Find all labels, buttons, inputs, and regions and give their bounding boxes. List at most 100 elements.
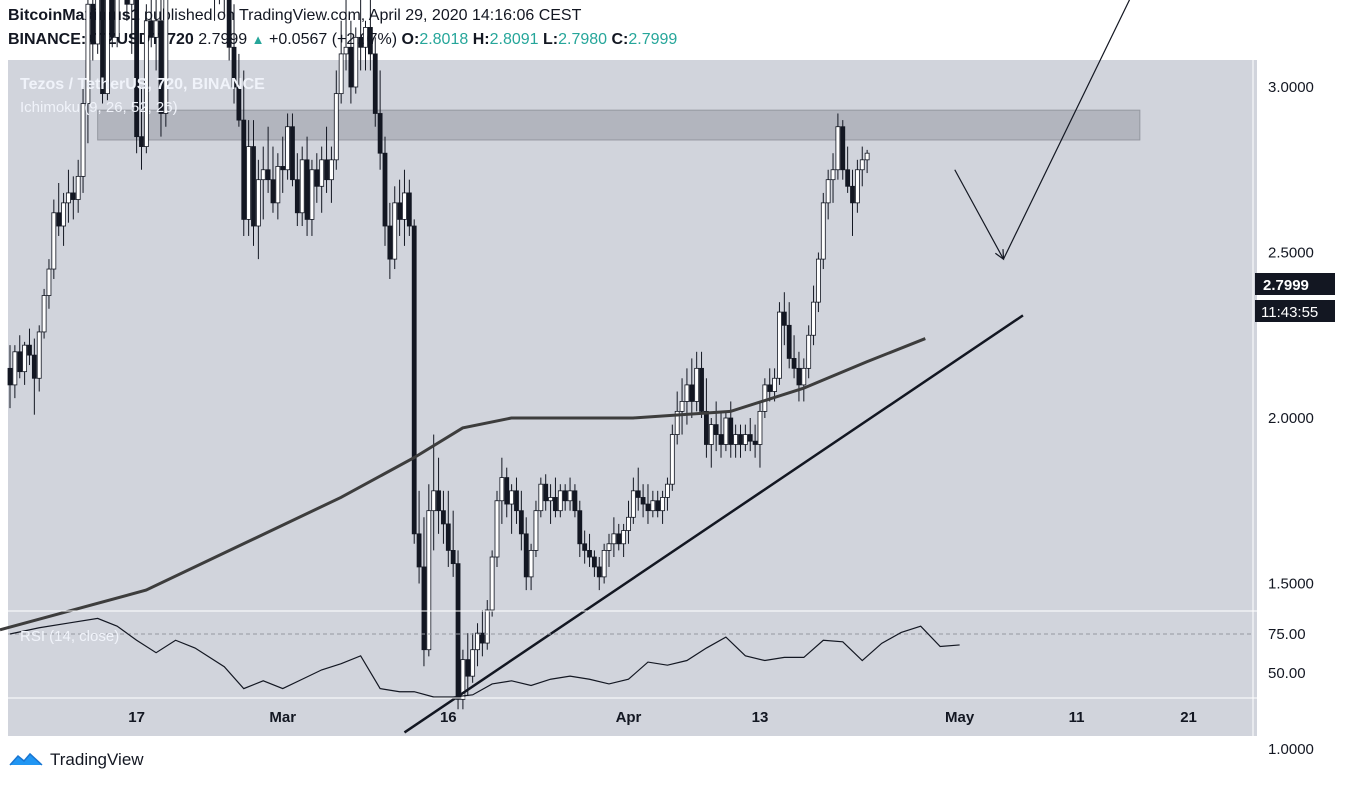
candle	[470, 633, 476, 683]
candle	[518, 490, 524, 551]
candle	[223, 0, 225, 15]
candle	[158, 0, 164, 137]
candle	[255, 159, 261, 260]
candle	[36, 325, 42, 392]
candle	[733, 424, 739, 458]
time-tick-label: Mar	[269, 709, 296, 726]
candle	[801, 358, 807, 402]
candle	[41, 288, 47, 339]
high-value: 2.8091	[489, 31, 539, 48]
candle	[153, 0, 159, 71]
candle	[533, 500, 539, 558]
candle	[450, 510, 456, 577]
candle	[148, 0, 154, 48]
candle	[218, 0, 220, 5]
candle	[504, 467, 510, 518]
candle	[777, 302, 782, 385]
open-label: O:	[401, 31, 420, 48]
candle	[830, 153, 836, 203]
candle	[845, 146, 851, 193]
candle	[382, 136, 388, 246]
forecast-arrow-up	[1002, 0, 1131, 260]
candle	[265, 126, 271, 193]
candle	[319, 146, 325, 213]
candle	[251, 120, 256, 246]
candle	[543, 474, 549, 511]
candle	[22, 341, 28, 385]
candle	[226, 0, 232, 61]
time-tick-label: 16	[440, 709, 457, 726]
candle	[582, 530, 588, 564]
candle	[465, 633, 471, 697]
candle	[820, 192, 826, 270]
candle	[757, 401, 763, 468]
high-label: H:	[472, 31, 490, 48]
low-value: 2.7980	[558, 31, 608, 48]
candle	[587, 533, 592, 567]
candle	[665, 477, 670, 511]
candle	[635, 467, 641, 511]
resistance-zones	[97, 109, 1141, 141]
resistance-zone-1	[97, 109, 1141, 141]
candle	[747, 418, 753, 452]
candle	[786, 302, 792, 369]
candle	[109, 0, 115, 48]
candle	[411, 219, 417, 544]
candle	[299, 146, 305, 227]
candle	[713, 401, 719, 452]
candle	[324, 126, 329, 193]
candle	[290, 113, 295, 187]
candle	[100, 0, 105, 104]
candle	[514, 477, 519, 524]
chart-background	[8, 60, 1257, 736]
candle	[660, 490, 665, 524]
time-tick-label: 17	[128, 709, 145, 726]
open-value: 2.8018	[419, 31, 469, 48]
legend-indicator: Ichimoku (9, 26, 52, 26)	[20, 99, 178, 116]
legend-rsi: RSI (14, close)	[20, 628, 119, 645]
candle	[241, 70, 247, 236]
candle	[811, 285, 816, 346]
candle	[816, 252, 821, 313]
candle	[499, 457, 505, 524]
candle	[738, 424, 743, 458]
time-axis-labels: 17 Mar 16 Apr 13 May 11 21	[128, 709, 1197, 726]
candle	[806, 325, 812, 379]
candle	[294, 153, 300, 227]
candle	[616, 523, 622, 551]
candle	[406, 179, 412, 236]
candle	[129, 0, 135, 54]
candle	[445, 490, 451, 567]
price-tick-label: 2.0000	[1268, 410, 1314, 427]
candle	[850, 169, 855, 236]
candle	[416, 490, 422, 584]
candle	[596, 557, 602, 591]
candle	[484, 600, 490, 650]
tradingview-logo-icon	[9, 752, 43, 766]
candle	[840, 120, 846, 180]
candle	[791, 335, 797, 379]
candle	[475, 623, 480, 667]
candle	[31, 338, 37, 415]
candle	[236, 53, 242, 127]
candle	[577, 500, 583, 558]
low-label: L:	[542, 31, 559, 48]
candle	[640, 484, 646, 518]
candle	[387, 202, 393, 279]
candle	[669, 424, 675, 491]
tradingview-footer[interactable]: TradingView	[8, 750, 144, 770]
forecast-arrow-down	[954, 169, 1005, 260]
candle	[835, 113, 841, 180]
candle	[66, 169, 71, 223]
candle	[796, 351, 802, 402]
up-arrow-icon: ▲	[251, 32, 265, 47]
candle	[630, 477, 636, 524]
candle	[567, 477, 573, 511]
close-label: C:	[611, 31, 629, 48]
candle	[304, 136, 310, 236]
price-tick-label: 1.0000	[1268, 741, 1314, 758]
candle	[309, 159, 315, 236]
candle	[246, 120, 252, 236]
candle	[436, 457, 441, 534]
